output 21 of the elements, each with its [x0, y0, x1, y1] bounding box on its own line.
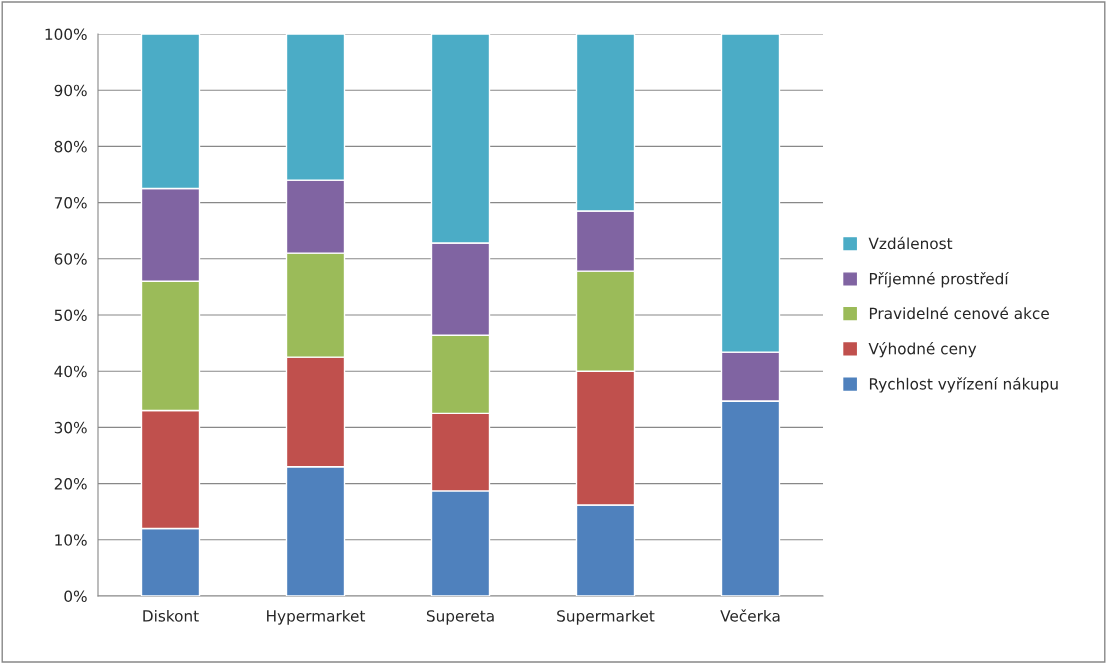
y-tick-label: 80% [54, 140, 87, 153]
legend-label: Vzdálenost [868, 236, 953, 250]
y-tick-label: 20% [54, 478, 87, 490]
x-tick-label: Supereta [426, 610, 494, 625]
x-tick-label: Večerka [720, 609, 780, 622]
legend-label: Příjemné prostředí [869, 272, 1009, 288]
y-tick-label: 0% [64, 590, 87, 603]
legend-label: Pravidelné cenové akce [869, 306, 1049, 320]
y-tick-label: 50% [54, 309, 87, 322]
legend-label: Rychlost vyřízení nákupu [869, 377, 1058, 393]
y-tick-label: 10% [55, 534, 87, 546]
y-tick-label: 100% [45, 28, 87, 41]
y-tick-label: 70% [54, 197, 87, 209]
y-tick-label: 60% [54, 253, 87, 265]
y-tick-label: 40% [54, 365, 87, 378]
legend-label: Výhodné ceny [868, 341, 977, 358]
x-tick-label: Supermarket [557, 609, 655, 625]
x-tick-label: Hypermarket [267, 609, 366, 625]
y-tick-label: 90% [54, 84, 87, 97]
y-tick-label: 30% [54, 421, 87, 434]
x-tick-label: Diskont [143, 609, 199, 622]
